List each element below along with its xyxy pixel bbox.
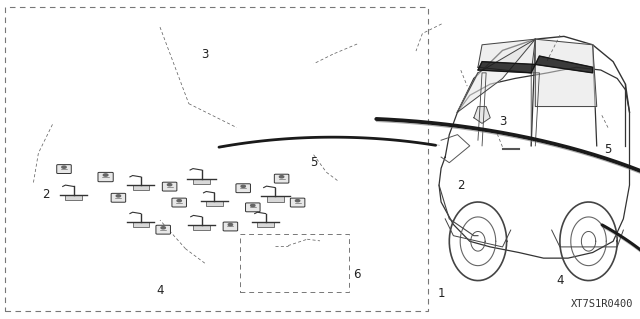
FancyBboxPatch shape [98,172,113,182]
FancyBboxPatch shape [156,225,170,234]
Text: 4: 4 [556,274,564,287]
FancyBboxPatch shape [57,165,71,174]
Text: 4: 4 [156,284,164,297]
Circle shape [241,185,245,187]
Text: 6: 6 [353,268,361,281]
Bar [267,196,284,202]
Polygon shape [535,56,593,73]
Text: 3: 3 [499,115,506,128]
Circle shape [177,200,181,202]
FancyBboxPatch shape [291,198,305,207]
Circle shape [280,176,284,178]
FancyBboxPatch shape [236,184,250,193]
Bar [206,201,223,206]
Circle shape [296,200,300,202]
FancyBboxPatch shape [223,222,237,231]
Text: 5: 5 [310,156,317,169]
Bar [132,185,149,190]
Text: 3: 3 [201,48,209,61]
Text: XT7S1R0400: XT7S1R0400 [571,300,634,309]
Bar [5,7,428,311]
Circle shape [228,224,232,226]
FancyBboxPatch shape [275,174,289,183]
Bar [65,195,82,200]
Text: 5: 5 [604,144,612,156]
Circle shape [251,204,255,206]
Polygon shape [535,39,596,107]
Bar [257,222,274,227]
FancyBboxPatch shape [163,182,177,191]
Polygon shape [478,62,535,73]
FancyBboxPatch shape [246,203,260,212]
Bar [240,234,349,292]
Text: 1: 1 [438,287,445,300]
Bar [193,225,210,230]
Text: 2: 2 [457,179,465,191]
Circle shape [168,184,172,186]
Circle shape [103,174,108,176]
Bar [193,179,210,184]
Polygon shape [474,107,490,123]
Circle shape [62,166,66,168]
FancyBboxPatch shape [172,198,186,207]
Polygon shape [478,39,535,73]
Text: 2: 2 [42,188,50,201]
Polygon shape [458,39,535,112]
Bar [132,222,149,227]
FancyBboxPatch shape [111,193,125,202]
Circle shape [116,195,120,197]
Circle shape [161,227,165,229]
